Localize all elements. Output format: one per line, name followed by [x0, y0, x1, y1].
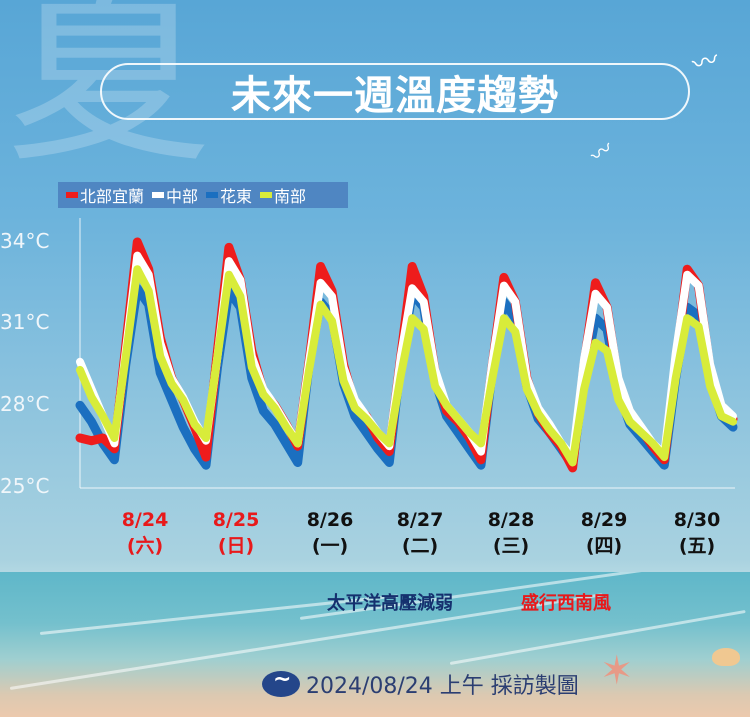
x-tick-weekday: (三) [492, 535, 530, 557]
x-tick-weekday: (五) [678, 535, 716, 557]
x-tick-label: 8/28 (三) [476, 507, 546, 559]
legend-label: 北部宜蘭 [80, 187, 145, 206]
legend-swatch-icon [260, 192, 273, 198]
x-tick-label: 8/24 (六) [110, 507, 180, 559]
series-line-南部 [76, 265, 737, 467]
chart-legend: 北部宜蘭 中部 花東 南部 [58, 182, 348, 208]
footer-text: 2024/08/24 上午 採訪製圖 [306, 674, 579, 699]
x-tick-date: 8/28 [487, 509, 535, 531]
note-pacific-high-weakening: 太平洋高壓減弱 [327, 593, 453, 614]
y-tick-label: 28°C [0, 392, 50, 416]
y-tick-label: 31°C [0, 310, 50, 334]
x-tick-label: 8/29 (四) [569, 507, 639, 559]
x-tick-date: 8/27 [396, 509, 444, 531]
starfish-icon: ✶ [600, 648, 634, 694]
temperature-line-chart [75, 237, 738, 473]
legend-item-central: 中部 [152, 183, 198, 207]
x-tick-date: 8/26 [306, 509, 354, 531]
x-tick-label: 8/27 (二) [385, 507, 455, 559]
x-tick-label: 8/25 (日) [201, 507, 271, 559]
note-southwest-wind: 盛行西南風 [521, 593, 611, 614]
y-tick-label: 34°C [0, 229, 50, 253]
legend-label: 南部 [274, 187, 307, 206]
legend-swatch-icon [66, 192, 78, 198]
x-tick-date: 8/24 [121, 509, 169, 531]
x-tick-date: 8/29 [580, 509, 628, 531]
legend-item-east: 花東 [206, 183, 252, 207]
x-tick-date: 8/25 [212, 509, 260, 531]
x-tick-weekday: (二) [401, 535, 439, 557]
news-logo-icon [262, 667, 300, 697]
shell-icon [712, 648, 740, 666]
title-banner: 未來一週溫度趨勢 [100, 63, 690, 120]
x-tick-weekday: (日) [217, 535, 255, 557]
x-tick-weekday: (四) [585, 535, 623, 557]
footer-credit: 2024/08/24 上午 採訪製圖 [262, 667, 579, 700]
series-lines [75, 237, 738, 473]
beach-background [0, 572, 750, 717]
legend-label: 花東 [220, 187, 253, 206]
legend-item-south: 南部 [260, 183, 306, 207]
x-tick-weekday: (六) [126, 535, 164, 557]
x-tick-weekday: (一) [311, 535, 349, 557]
x-tick-label: 8/26 (一) [295, 507, 365, 559]
page-title: 未來一週溫度趨勢 [231, 72, 559, 119]
y-tick-label: 25°C [0, 474, 50, 498]
legend-swatch-icon [206, 192, 219, 198]
x-tick-label: 8/30 (五) [662, 507, 732, 559]
legend-item-north: 北部宜蘭 [66, 183, 144, 207]
x-tick-date: 8/30 [673, 509, 721, 531]
legend-swatch-icon [152, 192, 165, 198]
legend-label: 中部 [166, 187, 199, 206]
wave-decoration [449, 609, 746, 665]
